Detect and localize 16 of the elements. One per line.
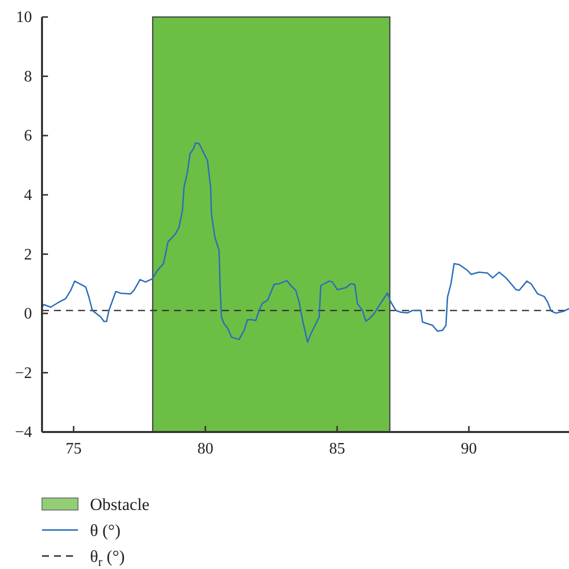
y-tick-label: 8 <box>24 68 32 86</box>
x-tick-label: 75 <box>66 440 82 458</box>
x-tick-label: 80 <box>197 440 214 458</box>
y-tick-label: −4 <box>14 424 32 442</box>
x-tick-label: 85 <box>329 440 346 458</box>
y-tick-label: 0 <box>24 306 32 323</box>
y-tick-label: 2 <box>24 246 32 264</box>
legend-label: Obstacle <box>90 495 150 514</box>
y-tick-label: 4 <box>24 186 32 204</box>
legend-label: θ (°) <box>90 521 121 540</box>
line-series <box>41 142 569 343</box>
y-tick-label: 6 <box>24 128 32 145</box>
x-tick-label: 90 <box>460 440 477 458</box>
legend-label: θ$_{r}$ (°) <box>90 547 125 569</box>
y-tick-label: −2 <box>14 364 32 382</box>
y-tick-label: 10 <box>16 9 32 26</box>
